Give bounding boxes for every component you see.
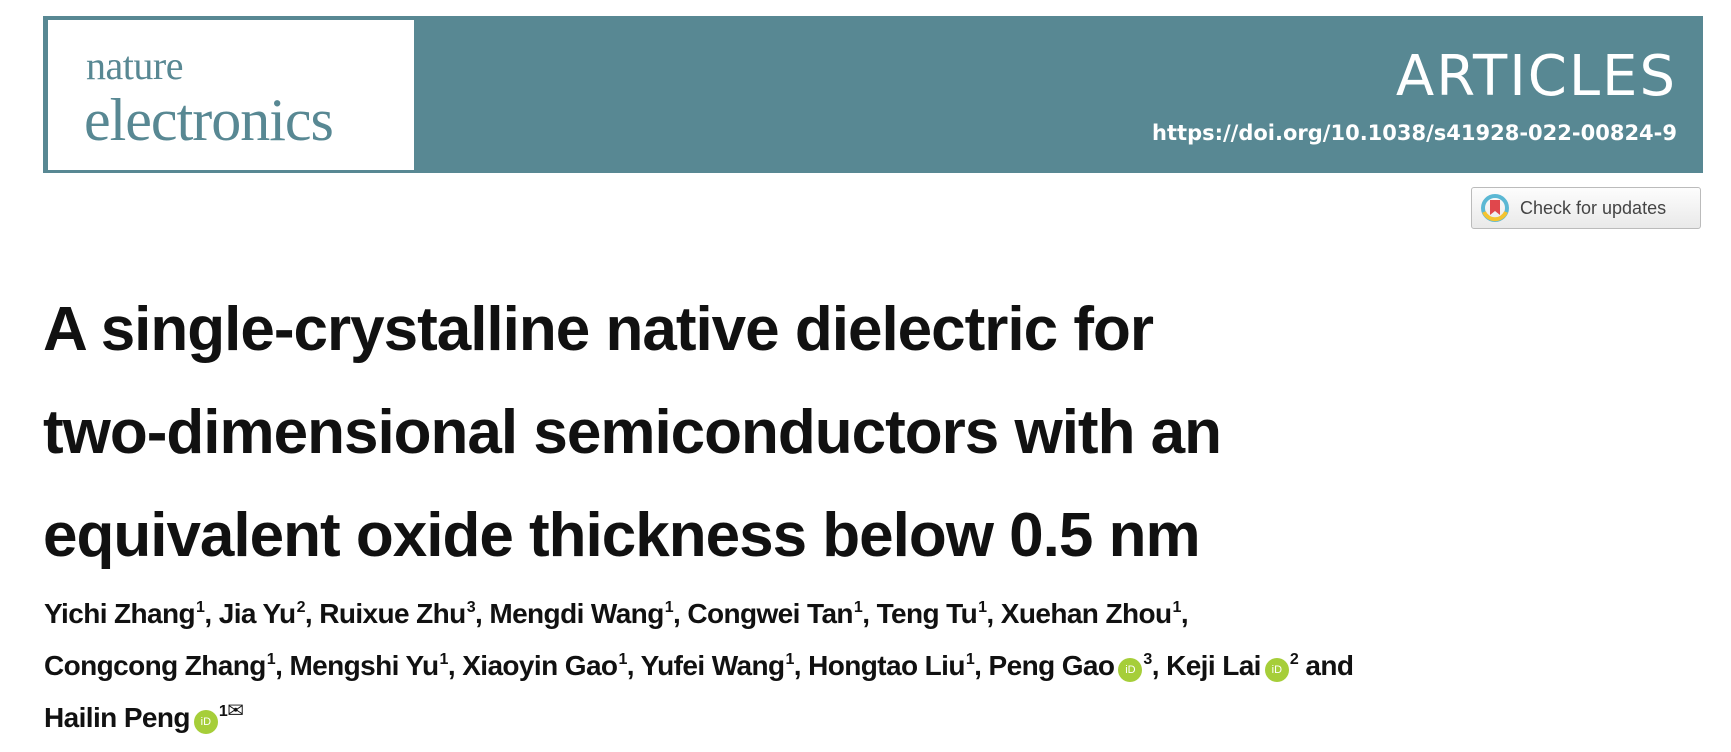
orcid-icon[interactable]: iD — [1118, 658, 1143, 682]
separator: , — [626, 650, 641, 681]
author-name[interactable]: Hailin Peng — [44, 702, 190, 733]
affiliation-number[interactable]: 1 — [1172, 599, 1182, 616]
author-name[interactable]: Yufei Wang — [640, 650, 785, 681]
affiliation-number[interactable]: 1 — [618, 651, 627, 668]
author-line: Hailin Peng iD1✉ — [44, 692, 1353, 744]
author-name[interactable]: Mengdi Wang — [489, 598, 664, 629]
separator: , — [1151, 650, 1167, 681]
affiliation-number[interactable]: 1 — [218, 703, 228, 720]
crossmark-icon — [1481, 194, 1509, 222]
separator: , — [986, 598, 1001, 629]
doi-link[interactable]: https://doi.org/10.1038/s41928-022-00824… — [1152, 121, 1677, 145]
author-line: Yichi Zhang1, Jia Yu2, Ruixue Zhu3, Meng… — [44, 588, 1353, 640]
affiliation-number[interactable]: 1 — [439, 651, 449, 668]
separator: and — [1298, 650, 1354, 681]
author-name[interactable]: Peng Gao — [988, 650, 1115, 681]
journal-header: nature electronics ARTICLES https://doi.… — [43, 16, 1703, 173]
separator: , — [862, 598, 877, 629]
author-name[interactable]: Jia Yu — [218, 598, 296, 629]
affiliation-number[interactable]: 1 — [664, 599, 674, 616]
separator: , — [204, 598, 219, 629]
separator: , — [673, 598, 688, 629]
affiliation-number[interactable]: 1 — [266, 651, 276, 668]
affiliation-number[interactable]: 2 — [1289, 651, 1299, 668]
title-line: A single-crystalline native dielectric f… — [43, 295, 1154, 364]
author-name[interactable]: Mengshi Yu — [289, 650, 439, 681]
affiliation-number[interactable]: 1 — [785, 651, 794, 668]
orcid-icon[interactable]: iD — [1264, 658, 1289, 682]
affiliation-number[interactable]: 1 — [853, 599, 863, 616]
author-name[interactable]: Congwei Tan — [687, 598, 853, 629]
author-line: Congcong Zhang1, Mengshi Yu1, Xiaoyin Ga… — [44, 640, 1354, 692]
separator: , — [304, 598, 320, 629]
check-for-updates-label: Check for updates — [1520, 197, 1667, 218]
title-line: two-dimensional semiconductors with an — [43, 398, 1222, 467]
author-name[interactable]: Yichi Zhang — [44, 598, 196, 629]
author-name[interactable]: Keji Lai — [1166, 650, 1261, 681]
orcid-icon[interactable]: iD — [193, 710, 218, 734]
separator: , — [974, 650, 989, 681]
separator: , — [275, 650, 290, 681]
author-name[interactable]: Ruixue Zhu — [319, 598, 466, 629]
affiliation-number[interactable]: 1 — [965, 651, 975, 668]
affiliation-number[interactable]: 1 — [196, 599, 205, 616]
separator: , — [447, 650, 463, 681]
affiliation-number[interactable]: 2 — [296, 599, 306, 616]
section-label: ARTICLES — [1395, 44, 1677, 109]
affiliation-number[interactable]: 3 — [466, 599, 476, 616]
author-list: Yichi Zhang1, Jia Yu2, Ruixue Zhu3, Meng… — [44, 588, 1354, 744]
author-name[interactable]: Congcong Zhang — [44, 650, 266, 681]
affiliation-number[interactable]: 3 — [1143, 651, 1152, 668]
author-name[interactable]: Hongtao Liu — [808, 650, 965, 681]
separator: , — [1180, 598, 1189, 629]
title-line: equivalent oxide thickness below 0.5 nm — [43, 501, 1201, 570]
email-icon[interactable]: ✉ — [227, 700, 244, 722]
separator: , — [793, 650, 809, 681]
affiliation-number[interactable]: 1 — [978, 599, 987, 616]
author-name[interactable]: Xuehan Zhou — [1000, 598, 1172, 629]
journal-logo[interactable]: nature electronics — [48, 20, 414, 170]
article-title: A single-crystalline native dielectric f… — [43, 278, 1222, 587]
author-name[interactable]: Teng Tu — [876, 598, 978, 629]
separator: , — [475, 598, 490, 629]
check-for-updates-button[interactable]: Check for updates — [1471, 187, 1701, 229]
logo-nature: nature — [86, 43, 183, 88]
author-name[interactable]: Xiaoyin Gao — [462, 650, 618, 681]
logo-electronics: electronics — [84, 87, 334, 153]
